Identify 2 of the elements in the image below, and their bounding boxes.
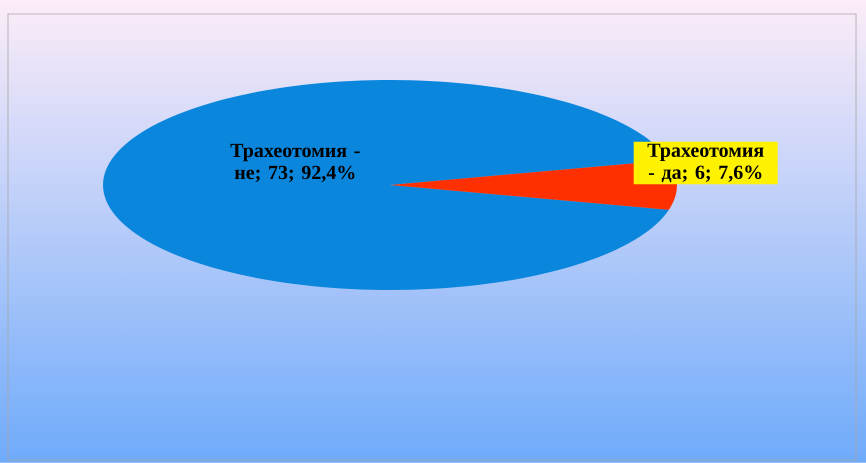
slice-label: Трахеотомия - да; 6; 7,6%: [648, 144, 764, 182]
slice-label: Трахеотомия - не; 73; 92,4%: [230, 144, 360, 182]
